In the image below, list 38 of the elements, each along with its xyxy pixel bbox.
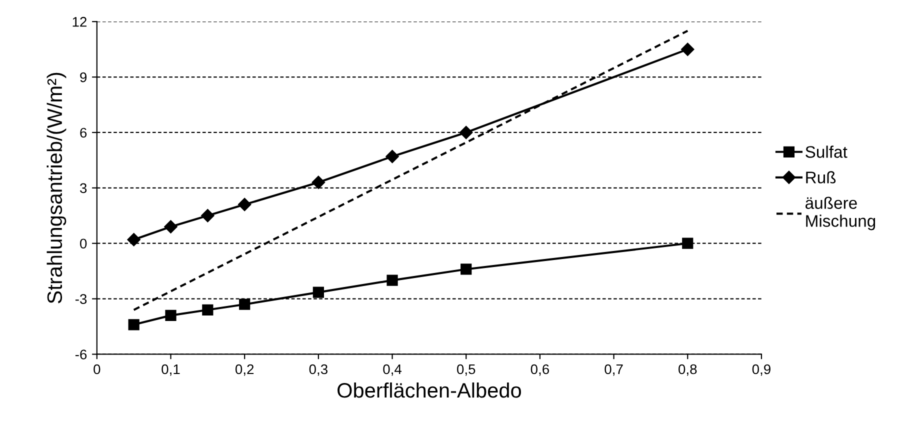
y-tick-label: 12 [72, 16, 86, 27]
point [164, 220, 178, 234]
x-tick-label: 0,7 [604, 364, 623, 376]
point [460, 264, 472, 275]
y-tick-label: 6 [80, 128, 87, 138]
point [127, 233, 140, 246]
point [239, 298, 250, 310]
x-axis-title: Oberflächen-Albedo [338, 382, 521, 398]
point [386, 150, 399, 164]
x-tick-label: 0,9 [752, 364, 770, 376]
y-tick-label: -6 [75, 350, 87, 360]
y-tick-label: 9 [80, 72, 87, 82]
x-tick-label: 0,6 [530, 364, 549, 376]
x-tick-label: 0,8 [678, 364, 697, 376]
legend-label: äußere Mischung [806, 196, 876, 230]
y-tick-label: 3 [80, 183, 87, 194]
point [386, 274, 398, 286]
point [681, 42, 694, 56]
y-tick-label: -3 [75, 294, 87, 304]
point [202, 304, 214, 316]
y-tick-label: 0 [80, 238, 87, 249]
point [201, 209, 214, 222]
point [682, 238, 694, 249]
point [460, 126, 473, 140]
y-axis-title: Strahlungsantrieb/(W/m²) [46, 72, 66, 304]
x-tick-label: 0,1 [162, 364, 180, 376]
legend-label: Ruß [806, 171, 836, 184]
point [165, 310, 176, 321]
x-tick-label: 0,4 [383, 364, 402, 376]
x-tick-label: 0 [94, 364, 100, 374]
x-tick-label: 0,3 [309, 364, 328, 376]
point [238, 198, 252, 212]
legend-label: Sulfat [806, 146, 848, 158]
x-tick-label: 0,2 [235, 364, 254, 376]
point [312, 286, 324, 298]
x-tick-label: 0,5 [457, 364, 476, 376]
point [128, 319, 140, 330]
point [312, 176, 326, 189]
